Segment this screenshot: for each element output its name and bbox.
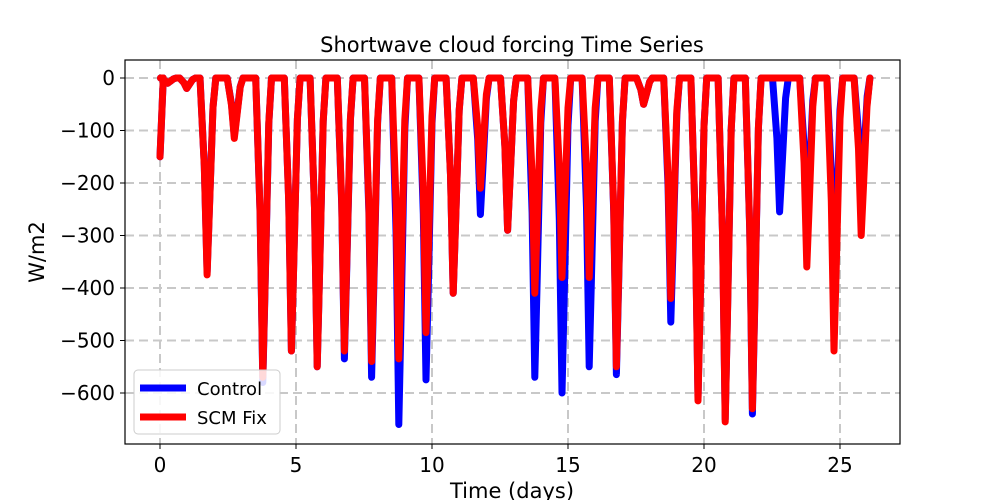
y-tick-label: −500 [60, 329, 115, 353]
y-tick-label: −300 [60, 224, 115, 248]
x-tick-label: 25 [827, 453, 852, 477]
chart-title: Shortwave cloud forcing Time Series [320, 33, 704, 57]
y-tick-label: −200 [60, 171, 115, 195]
plot-frame [124, 59, 901, 445]
y-tick-label: −600 [60, 381, 115, 405]
y-axis-label: W/m2 [25, 221, 49, 283]
y-tick-label: −400 [60, 276, 115, 300]
y-tick-label: 0 [102, 66, 115, 90]
x-tick-label: 5 [290, 453, 303, 477]
legend: Control SCM Fix [133, 369, 281, 435]
legend-label-control: Control [197, 379, 262, 400]
x-axis-ticks: 0 5 10 15 20 25 [154, 444, 853, 477]
x-tick-label: 0 [154, 453, 167, 477]
x-tick-label: 20 [691, 453, 716, 477]
x-tick-label: 15 [555, 453, 580, 477]
series-scm-fix-line [156, 74, 874, 426]
x-tick-label: 10 [419, 453, 444, 477]
x-axis-label: Time (days) [449, 479, 574, 500]
y-axis-ticks: 0 −100 −200 −300 −400 −500 −600 [60, 66, 125, 405]
series-group [156, 74, 874, 428]
y-tick-label: −100 [60, 119, 115, 143]
legend-label-scm-fix: SCM Fix [197, 408, 267, 429]
